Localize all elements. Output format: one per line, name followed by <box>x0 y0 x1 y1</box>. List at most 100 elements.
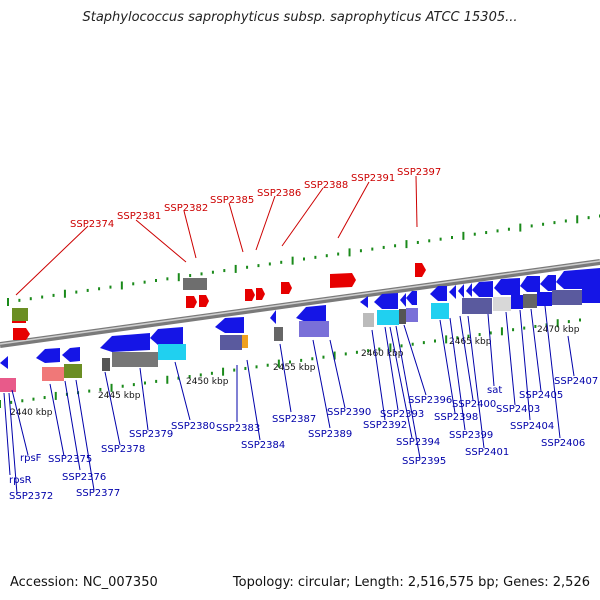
gene-label[interactable]: SSP2383 <box>216 423 260 434</box>
track-dot <box>244 366 247 370</box>
gene-arrow[interactable] <box>100 333 150 352</box>
gene-label[interactable]: SSP2380 <box>171 421 215 432</box>
gene-label[interactable]: SSP2406 <box>541 438 585 449</box>
cog-block[interactable] <box>523 294 537 308</box>
rna-label[interactable]: SSP2397 <box>397 167 441 178</box>
rna-feature[interactable] <box>415 263 426 277</box>
gene-label[interactable]: SSP2393 <box>380 409 424 420</box>
cog-block[interactable] <box>0 378 16 392</box>
gene-arrow[interactable] <box>215 317 244 333</box>
gene-arrow[interactable] <box>540 275 556 291</box>
gene-arrow[interactable] <box>0 356 8 369</box>
cog-block[interactable] <box>242 335 248 348</box>
gene-arrow[interactable] <box>458 284 464 298</box>
rna-label[interactable]: SSP2374 <box>70 219 114 230</box>
rna-feature[interactable] <box>186 296 197 308</box>
cog-block[interactable] <box>552 290 582 305</box>
rna-label[interactable]: SSP2385 <box>210 195 254 206</box>
gene-arrow[interactable] <box>150 327 183 345</box>
gene-arrow[interactable] <box>270 310 276 324</box>
rna-label[interactable]: SSP2381 <box>117 211 161 222</box>
gene-arrow[interactable] <box>374 293 398 309</box>
track-dot <box>54 391 57 400</box>
cog-block[interactable] <box>220 335 242 350</box>
cog-block[interactable] <box>274 327 283 341</box>
gene-label[interactable]: SSP2392 <box>363 420 407 431</box>
track-dot <box>567 320 570 324</box>
gene-arrow[interactable] <box>360 296 368 308</box>
gene-label[interactable]: SSP2405 <box>519 390 563 401</box>
gene-arrow[interactable] <box>494 278 520 295</box>
cog-block[interactable] <box>112 352 158 367</box>
track-dot <box>314 255 317 259</box>
rna-label[interactable]: SSP2388 <box>304 180 348 191</box>
gene-label[interactable]: SSP2399 <box>449 430 493 441</box>
gene-label[interactable]: SSP2396 <box>408 395 452 406</box>
cog-block[interactable] <box>158 344 186 360</box>
cog-block[interactable] <box>537 292 552 306</box>
gene-label[interactable]: SSP2395 <box>402 456 446 467</box>
track-dot <box>155 279 157 282</box>
gene-label[interactable]: SSP2379 <box>129 429 173 440</box>
rna-label[interactable]: SSP2382 <box>164 203 208 214</box>
rna-feature[interactable] <box>256 288 265 300</box>
cog-block[interactable] <box>406 308 418 322</box>
cog-block[interactable] <box>462 298 492 314</box>
gene-label[interactable]: SSP2394 <box>396 437 440 448</box>
rna-feature[interactable] <box>245 289 255 301</box>
gene-arrow[interactable] <box>430 286 447 301</box>
gene-arrow[interactable] <box>466 283 472 297</box>
gene-label[interactable]: SSP2390 <box>327 407 371 418</box>
gene-arrow[interactable] <box>472 281 493 297</box>
gene-label[interactable]: SSP2403 <box>496 404 540 415</box>
gene-label[interactable]: rpsF <box>20 453 42 464</box>
cog-block[interactable] <box>377 310 399 325</box>
cog-block[interactable] <box>363 313 374 327</box>
gene-label[interactable]: SSP2389 <box>308 429 352 440</box>
track-dot <box>143 280 146 284</box>
gene-label[interactable]: SSP2387 <box>272 414 316 425</box>
cog-block[interactable] <box>102 358 110 371</box>
gene-block[interactable] <box>12 308 28 321</box>
cog-block[interactable] <box>399 309 406 324</box>
rna-label[interactable]: SSP2386 <box>257 188 301 199</box>
gene-label[interactable]: SSP2372 <box>9 491 53 502</box>
gene-label[interactable]: SSP2401 <box>465 447 509 458</box>
track-dot <box>291 256 294 265</box>
track-dot <box>428 239 431 243</box>
track-dot <box>210 371 213 375</box>
gene-arrow[interactable] <box>556 268 600 289</box>
cog-block[interactable] <box>299 321 329 337</box>
gene-arrow[interactable] <box>296 305 326 322</box>
rna-feature[interactable] <box>199 295 209 307</box>
gene-arrow[interactable] <box>520 276 540 292</box>
gene-label[interactable]: SSP2400 <box>452 399 496 410</box>
gene-arrow[interactable] <box>406 291 417 305</box>
cog-block[interactable] <box>582 289 600 303</box>
gene-label[interactable]: SSP2377 <box>76 488 120 499</box>
cog-block[interactable] <box>42 367 64 381</box>
gene-arrow[interactable] <box>400 293 406 307</box>
gene-label[interactable]: SSP2375 <box>48 454 92 465</box>
gene-label[interactable]: SSP2404 <box>510 421 554 432</box>
rna-feature[interactable] <box>13 328 30 340</box>
gene-arrow[interactable] <box>449 285 456 299</box>
cog-block[interactable] <box>431 303 449 319</box>
track-dot <box>246 265 249 269</box>
cog-block[interactable] <box>64 364 82 378</box>
rna-feature[interactable] <box>330 273 356 288</box>
rna-label[interactable]: SSP2391 <box>351 173 395 184</box>
gene-label[interactable]: SSP2384 <box>241 440 285 451</box>
gene-arrow[interactable] <box>36 348 60 363</box>
pseudo-feature[interactable] <box>183 278 207 290</box>
gene-label[interactable]: SSP2407 <box>554 376 598 387</box>
gene-label[interactable]: sat <box>487 385 502 396</box>
cog-block[interactable] <box>493 297 511 311</box>
gene-label[interactable]: SSP2376 <box>62 472 106 483</box>
cog-block[interactable] <box>511 295 523 309</box>
gene-label[interactable]: SSP2378 <box>101 444 145 455</box>
gene-label[interactable]: SSP2398 <box>434 412 478 423</box>
gene-arrow[interactable] <box>62 347 80 362</box>
rna-feature[interactable] <box>281 282 292 294</box>
gene-label[interactable]: rpsR <box>9 475 32 486</box>
